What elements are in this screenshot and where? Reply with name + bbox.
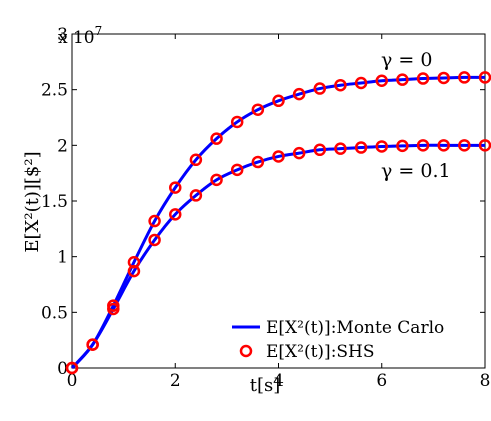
series-1-shs-marker: [230, 163, 244, 177]
series-1-shs-marker: [148, 233, 161, 247]
y-axis-label: E[X²(t)][$²]: [22, 151, 43, 252]
series-0-shs-marker: [272, 94, 285, 108]
y-tick-label: 3: [57, 25, 68, 45]
y-tick-label: 0.5: [41, 303, 68, 323]
series-0-shs-marker: [375, 74, 388, 88]
series-1-shs-marker: [292, 146, 306, 160]
y-tick-label: 1.5: [41, 192, 68, 212]
x-tick-label: 2: [170, 371, 181, 391]
x-tick-label: 0: [67, 371, 78, 391]
series-1-shs-marker: [375, 140, 388, 153]
series-1-shs-marker: [334, 142, 347, 155]
series-0-shs-marker: [416, 72, 430, 85]
y-tick-label: 1: [57, 248, 68, 268]
y-tick-label: 2.5: [41, 81, 68, 101]
plot-area: [71, 33, 486, 369]
series-1-shs-marker: [65, 361, 79, 375]
annotation-gamma-0-1: γ = 0.1: [381, 160, 451, 182]
y-axis: 0 0.5 1 1.5 2 2.5 3: [41, 25, 485, 379]
legend-label-monte-carlo: E[X²(t)]:Monte Carlo: [266, 318, 444, 338]
series-1-shs-marker: [478, 139, 491, 152]
series-1-shs-marker: [272, 150, 285, 163]
x-tick-label: 4: [273, 371, 284, 391]
series-0-shs-marker: [478, 71, 491, 84]
series-0-shs-marker: [334, 78, 347, 92]
series-1-shs-marker: [354, 141, 368, 154]
series-1-shs-marker: [127, 264, 141, 278]
series-0-shs-marker: [313, 82, 327, 95]
series-1-shs-marker: [313, 143, 327, 157]
series-0-shs-marker: [292, 87, 306, 101]
series-markers: [65, 71, 491, 375]
series-0-shs-marker: [458, 71, 471, 84]
x-tick-label: 8: [480, 371, 491, 391]
series-1-shs-marker: [416, 139, 430, 152]
series-0-shs-marker: [437, 71, 450, 85]
series-0-shs-marker: [169, 181, 182, 194]
series-1-shs-marker: [396, 139, 409, 153]
legend-label-shs: E[X²(t)]:SHS: [266, 342, 375, 362]
series-0-shs-marker: [230, 115, 244, 129]
series-1-shs-marker: [210, 173, 223, 187]
annotation-gamma-0: γ = 0: [381, 49, 432, 71]
series-1-shs-marker: [189, 189, 203, 202]
legend-circle-swatch: [239, 344, 253, 358]
x-tick-label: 6: [376, 371, 387, 391]
series-0-shs-marker: [396, 73, 409, 86]
series-0-shs-marker: [251, 103, 265, 116]
series-0-shs-marker: [148, 214, 161, 228]
y-multiplier: x 107: [58, 24, 102, 48]
y-tick-label: 2: [57, 136, 68, 156]
series-0-shs-marker: [210, 132, 223, 145]
series-1-shs-marker: [169, 208, 182, 221]
series-1-shs-marker: [437, 139, 450, 152]
series-0-shs-marker: [189, 153, 203, 167]
series-1-shs-marker: [107, 302, 120, 316]
legend: E[X²(t)]:Monte Carlo E[X²(t)]:SHS: [232, 318, 444, 362]
y-tick-label: 0: [57, 359, 68, 379]
series-1-shs-marker: [251, 155, 265, 169]
x-axis-label: t[s]: [250, 375, 281, 396]
series-0-shs-marker: [354, 76, 368, 90]
series-1-shs-marker: [86, 338, 99, 351]
series-1-shs-marker: [458, 139, 471, 152]
